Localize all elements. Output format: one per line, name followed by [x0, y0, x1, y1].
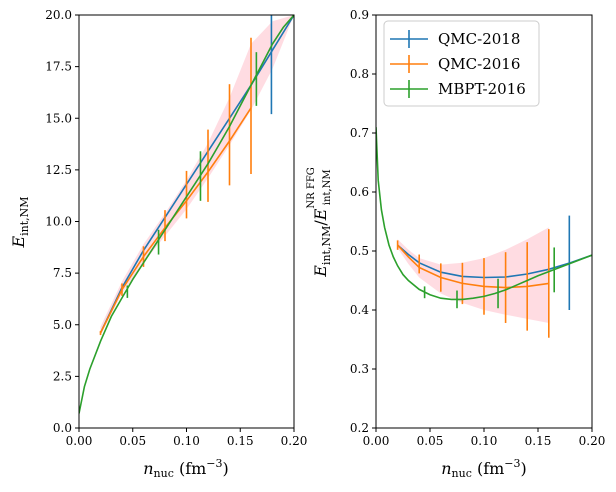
legend-label-mbpt-2016: MBPT-2016 [438, 80, 526, 98]
left-xlabel: nnuc (fm−3) [143, 457, 229, 480]
y-tick-label: 0.2 [350, 421, 369, 435]
y-tick-label: 2.5 [53, 369, 72, 383]
legend: QMC-2018 QMC-2016 MBPT-2016 [383, 20, 540, 107]
y-tick-label: 0.6 [350, 185, 369, 199]
y-tick-label: 5.0 [53, 318, 72, 332]
y-tick-label: 0.0 [53, 421, 72, 435]
left-plot-area [79, 15, 294, 414]
x-tick-label: 0.00 [66, 434, 93, 448]
right-ticks: 0.00 0.05 0.10 0.15 0.20 0.2 0.3 0.4 0.5 0.6 0.7 0.… [350, 8, 605, 448]
y-tick-label: 17.5 [45, 60, 72, 74]
legend-label-qmc-2016: QMC-2016 [438, 55, 520, 73]
right-plot-area [376, 127, 592, 338]
x-tick-label: 0.20 [579, 434, 606, 448]
right-xlabel: nnuc (fm−3) [441, 457, 527, 480]
legend-label-qmc-2018: QMC-2018 [438, 30, 520, 48]
x-tick-label: 0.20 [281, 434, 308, 448]
left-ticks: 0.00 0.05 0.10 0.15 0.20 0.0 2.5 5.0 7.5 10.0 12.5… [45, 8, 307, 448]
y-tick-label: 0.7 [350, 126, 369, 140]
y-tick-label: 0.3 [350, 362, 369, 376]
uncertainty-band [397, 227, 549, 323]
left-panel: 0.00 0.05 0.10 0.15 0.20 0.0 2.5 5.0 7.5 10.0 12.5… [9, 8, 307, 480]
y-tick-label: 10.0 [45, 215, 72, 229]
x-tick-label: 0.10 [173, 434, 200, 448]
y-tick-label: 12.5 [45, 163, 72, 177]
y-tick-label: 15.0 [45, 111, 72, 125]
y-tick-label: 0.4 [350, 303, 369, 317]
y-tick-label: 0.8 [350, 67, 369, 81]
legend-box [383, 20, 540, 107]
x-tick-label: 0.00 [363, 434, 390, 448]
x-tick-label: 0.05 [119, 434, 146, 448]
y-tick-label: 0.9 [350, 8, 369, 22]
x-tick-label: 0.05 [417, 434, 444, 448]
y-tick-label: 0.5 [350, 244, 369, 258]
right-panel: 0.00 0.05 0.10 0.15 0.20 0.2 0.3 0.4 0.5 0.6 0.7 0.… [306, 8, 605, 480]
series-line-qmc-2018 [99, 15, 294, 334]
x-tick-label: 0.15 [525, 434, 552, 448]
x-tick-label: 0.15 [227, 434, 254, 448]
y-tick-label: 20.0 [45, 8, 72, 22]
left-ylabel: Eint,NM [9, 196, 31, 248]
right-ylabel: Eint,NM/ENR FFG int,NM [306, 167, 333, 278]
y-tick-label: 7.5 [53, 266, 72, 280]
x-tick-label: 0.10 [471, 434, 498, 448]
